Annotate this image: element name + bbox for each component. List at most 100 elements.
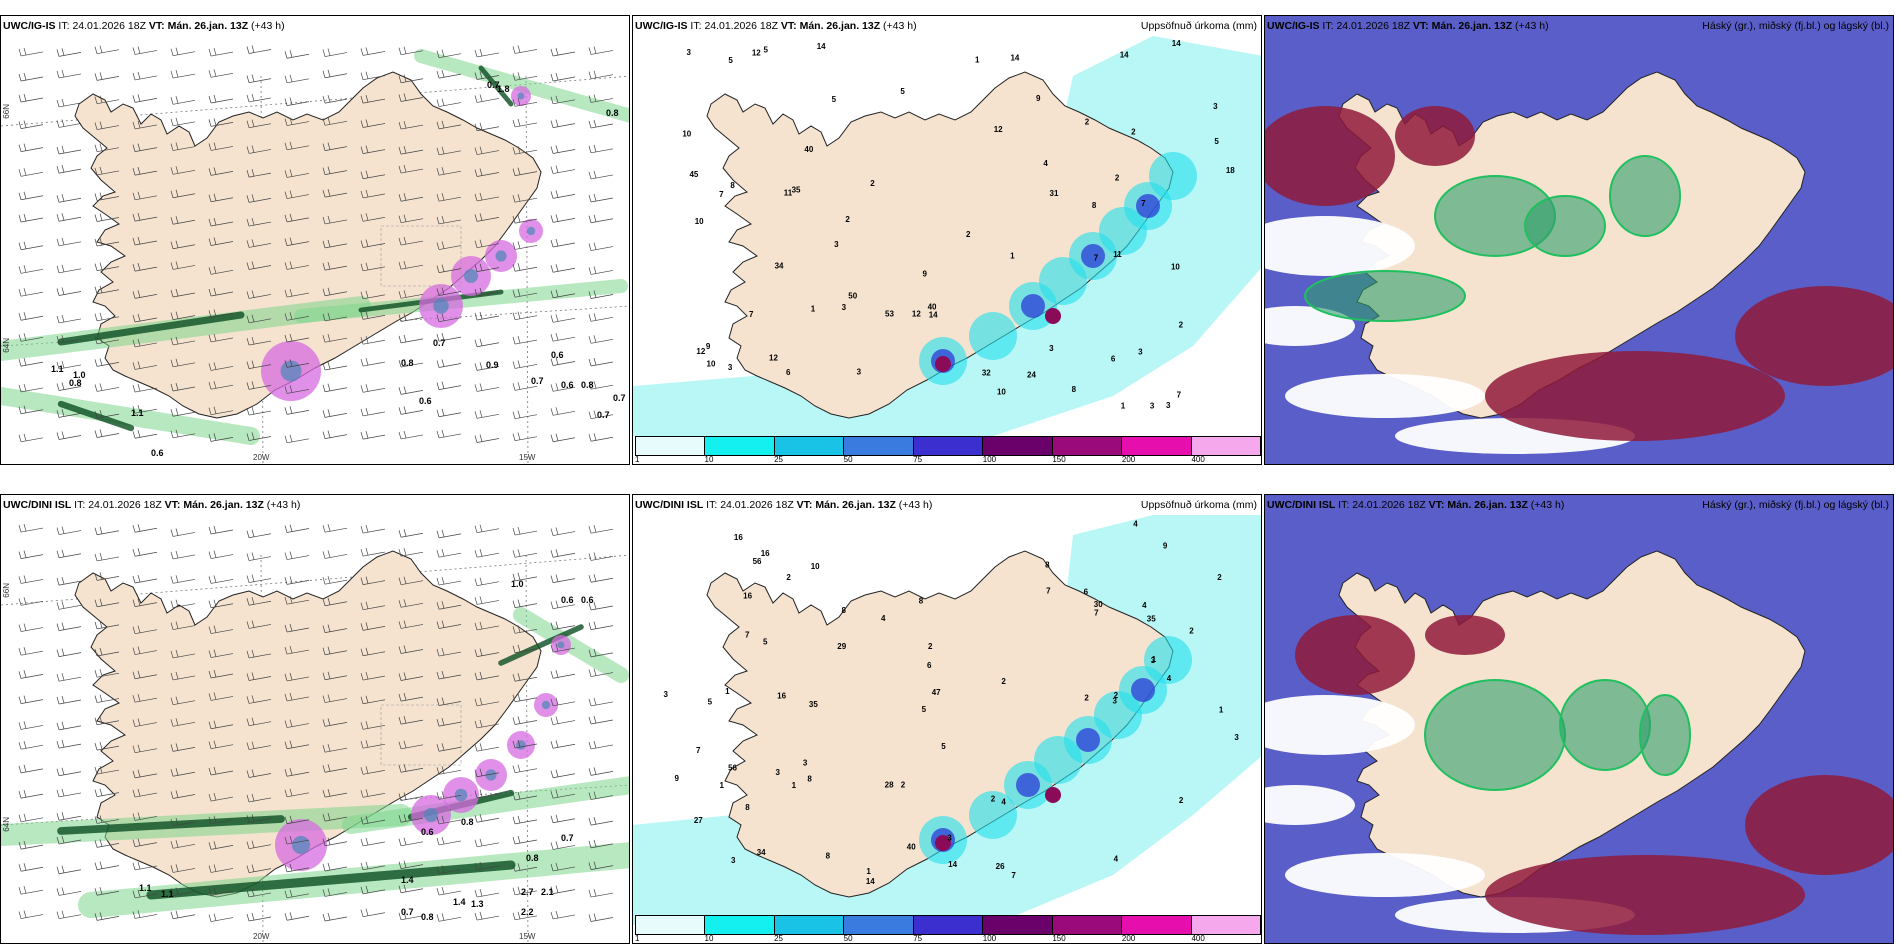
snow-value: 1.0 [73, 370, 86, 380]
precip-value: 7 [1094, 254, 1099, 263]
wind-barb [474, 122, 500, 132]
wind-barb [208, 217, 234, 227]
colorbar-swatch [636, 916, 706, 934]
panel-header: UWC/DINI ISL IT: 24.01.2026 18Z VT: Mán.… [3, 499, 301, 511]
wind-barb [208, 47, 234, 57]
precip-band [1149, 152, 1197, 200]
wind-barb [132, 812, 158, 821]
wind-barb [246, 574, 272, 583]
precip-band [1144, 636, 1192, 684]
precip-value: 8 [841, 606, 846, 615]
wind-barb [246, 552, 272, 561]
precip-value: 14 [948, 860, 957, 869]
wind-barb [208, 599, 234, 609]
wind-barb [170, 575, 196, 584]
wind-barb [436, 718, 462, 727]
precip-value: 7 [719, 190, 724, 199]
wind-barb [94, 647, 120, 657]
colorbar-swatch [913, 437, 984, 455]
colorbar-tick: 75 [913, 934, 923, 943]
wind-barb [132, 744, 158, 754]
wind-barb [56, 601, 82, 610]
colorbar-tick: 50 [843, 455, 853, 464]
wind-barb [322, 862, 348, 872]
precip-band-heavy [1081, 244, 1105, 268]
wind-barb [512, 118, 538, 128]
wind-barb [550, 314, 576, 323]
wind-barb [588, 817, 614, 826]
precip-value: 1 [792, 781, 797, 790]
wind-barb [246, 695, 272, 704]
wind-barb [246, 672, 272, 681]
precip-value: 2 [1217, 573, 1222, 582]
low-cloud [1395, 106, 1475, 166]
wind-barb [170, 696, 196, 706]
wind-barb [18, 721, 44, 730]
wind-barb [360, 239, 386, 248]
wind-barb [360, 524, 386, 534]
snow-value: 0.7 [401, 907, 414, 917]
wind-barb [208, 433, 234, 442]
wind-barb [284, 74, 310, 84]
wind-barb [284, 524, 310, 533]
wind-barb [436, 670, 462, 680]
snow-value: 0.6 [151, 448, 164, 458]
colorbar-swatch [774, 916, 845, 934]
wind-barb [56, 577, 82, 586]
colorbar-swatch [1122, 437, 1192, 455]
wind-barb [588, 433, 614, 442]
precip-value: 28 [885, 781, 894, 790]
wind-barb [56, 48, 82, 57]
precip-value: 18 [1226, 166, 1235, 175]
wind-barb [56, 69, 82, 79]
colorbar-tick: 150 [1052, 934, 1066, 943]
wind-barb [474, 888, 500, 898]
precip-core [485, 769, 497, 781]
wind-barb [56, 648, 82, 657]
wind-barb [284, 551, 310, 560]
cloud-title: Háský (gr.), miðský (fj.bl.) og lágský (… [1702, 20, 1889, 32]
wind-barb [208, 625, 234, 634]
wind-barb [284, 169, 310, 178]
wind-barb [398, 261, 424, 270]
precip-value: 8 [919, 597, 924, 606]
wind-barb [588, 410, 614, 420]
mid-cloud [1304, 270, 1466, 322]
wind-barb [550, 72, 576, 82]
wind-barb [18, 813, 44, 823]
wind-barb [512, 716, 538, 725]
lat-label: 66N [2, 583, 11, 598]
wind-barb [94, 262, 120, 271]
wind-barb [208, 309, 234, 318]
wind-barb [284, 434, 310, 444]
wind-barb [550, 814, 576, 824]
precip-value: 2 [845, 215, 850, 224]
wind-barb [436, 381, 462, 390]
wind-barb [474, 524, 500, 534]
wind-barb [284, 333, 310, 343]
colorbar-swatch [1191, 916, 1260, 934]
precip-value: 1 [1152, 655, 1157, 664]
wind-barb [94, 694, 120, 703]
wind-barb [18, 312, 44, 321]
graticule-line [525, 75, 529, 464]
wind-barb [512, 45, 538, 54]
wind-barb [56, 812, 82, 821]
snow-value: 0.6 [421, 827, 434, 837]
colorbar-swatch [705, 916, 775, 934]
wind-barb [360, 95, 386, 104]
precip-value: 9 [675, 774, 680, 783]
precip-value: 27 [694, 816, 703, 825]
precip-value: 40 [907, 842, 916, 851]
panel-header: UWC/DINI ISL IT: 24.01.2026 18Z VT: Mán.… [1267, 499, 1889, 511]
precip-value: 11 [784, 189, 793, 198]
wind-barb [474, 768, 500, 778]
wind-barb [18, 695, 44, 704]
colorbar-swatch [774, 437, 845, 455]
wind-barb [132, 405, 158, 414]
wind-barb [512, 599, 538, 608]
precip-title: Uppsöfnuð úrkoma (mm) [1140, 20, 1257, 32]
wind-barb [94, 335, 120, 345]
wind-barb [474, 743, 500, 752]
snow-value: 0.6 [561, 595, 574, 605]
